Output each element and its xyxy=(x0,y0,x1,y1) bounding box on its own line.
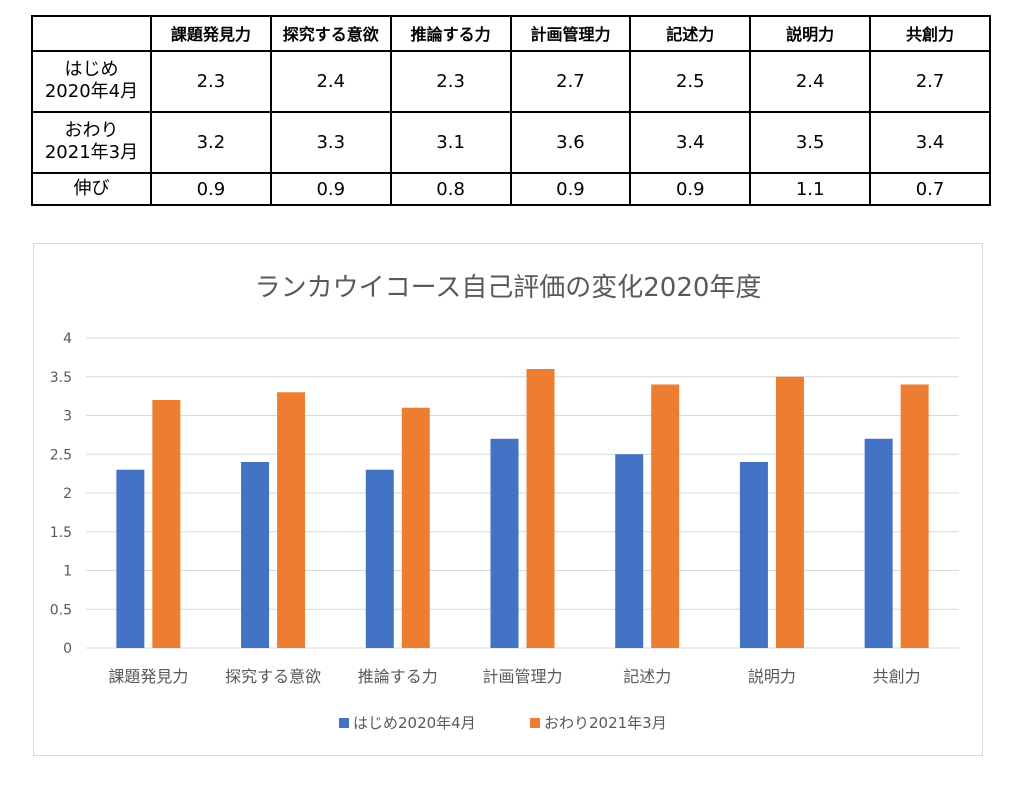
table-cell: 0.8 xyxy=(389,172,512,206)
table-row: おわり 2021年3月 3.2 3.3 3.1 3.6 3.4 3.5 3.4 xyxy=(31,110,991,175)
row-label-line: 2020年4月 xyxy=(44,81,139,103)
table-cell: 3.3 xyxy=(269,110,392,175)
table-cell: 2.7 xyxy=(509,49,632,113)
row-label: 伸び xyxy=(31,172,152,206)
table-header-cell: 推論する力 xyxy=(389,15,512,52)
bar-end xyxy=(900,384,929,648)
bars xyxy=(116,369,929,648)
table-header-cell xyxy=(31,15,152,52)
table-cell: 3.5 xyxy=(749,110,872,175)
row-label-line: 2021年3月 xyxy=(44,142,139,164)
table-cell: 2.4 xyxy=(269,49,392,113)
table-cell: 2.4 xyxy=(749,49,872,113)
table-cell: 2.3 xyxy=(150,49,272,113)
legend-swatch xyxy=(339,718,349,728)
table-cell: 2.7 xyxy=(869,49,991,113)
x-axis: 課題発見力 探究する意欲 推論する力 計画管理力 記述力 説明力 共創力 xyxy=(108,667,920,686)
y-tick-label: 1.5 xyxy=(50,525,72,541)
legend-label: おわり2021年3月 xyxy=(544,714,667,732)
x-category-label: 記述力 xyxy=(623,667,671,686)
table-cell: 3.2 xyxy=(150,110,272,175)
table-cell: 3.6 xyxy=(509,110,632,175)
table-header-cell: 課題発見力 xyxy=(150,15,272,52)
bar-end xyxy=(277,392,306,648)
bar-start xyxy=(615,454,644,648)
row-label-line: 伸び xyxy=(73,178,110,200)
table-cell: 3.1 xyxy=(389,110,512,175)
legend-label: はじめ2020年4月 xyxy=(353,714,476,732)
bar-start xyxy=(864,438,893,648)
chart-title: ランカウイコース自己評価の変化2020年度 xyxy=(255,273,762,303)
table-header-row: 課題発見力 探究する意欲 推論する力 計画管理力 記述力 説明力 共創力 xyxy=(31,15,991,52)
bar-start xyxy=(241,462,270,648)
table-cell: 2.5 xyxy=(629,49,752,113)
table-header-cell: 記述力 xyxy=(629,15,752,52)
table-cell: 3.4 xyxy=(629,110,752,175)
y-axis: 0 0.5 1 1.5 2 2.5 3 3.5 4 xyxy=(50,331,72,657)
y-tick-label: 3.5 xyxy=(50,370,72,386)
table-cell: 0.7 xyxy=(869,172,991,206)
y-tick-label: 2.5 xyxy=(50,447,72,463)
chart-canvas: ランカウイコース自己評価の変化2020年度 00.511.522.533.54 … xyxy=(50,273,959,732)
x-category-label: 説明力 xyxy=(748,667,796,686)
y-tick-label: 0.5 xyxy=(50,602,72,618)
table-cell: 0.9 xyxy=(269,172,392,206)
x-category-label: 課題発見力 xyxy=(108,667,188,686)
x-category-label: 共創力 xyxy=(873,667,921,686)
row-label: おわり 2021年3月 xyxy=(31,110,152,175)
score-table: 課題発見力 探究する意欲 推論する力 計画管理力 記述力 説明力 共創力 はじめ… xyxy=(31,15,991,206)
bar-start xyxy=(116,469,145,648)
bar-end xyxy=(401,407,430,648)
x-category-label: 探究する意欲 xyxy=(225,667,321,686)
table-cell: 2.3 xyxy=(389,49,512,113)
x-category-label: 推論する力 xyxy=(358,667,438,686)
table-cell: 0.9 xyxy=(629,172,752,206)
y-tick-label: 3 xyxy=(63,409,72,425)
bar-end xyxy=(651,384,680,648)
table-cell: 3.4 xyxy=(869,110,991,175)
table-header-cell: 共創力 xyxy=(869,15,991,52)
table-header-cell: 説明力 xyxy=(749,15,872,52)
table-row: 伸び 0.9 0.9 0.8 0.9 0.9 1.1 0.7 xyxy=(31,172,991,206)
y-tick-label: 2 xyxy=(63,486,72,502)
bar-end xyxy=(775,376,804,648)
row-label-line: はじめ xyxy=(64,59,119,81)
row-label: はじめ 2020年4月 xyxy=(31,49,152,113)
bar-end xyxy=(526,369,555,648)
bar-start xyxy=(365,469,394,648)
bar-end xyxy=(152,400,181,648)
legend-swatch xyxy=(530,718,540,728)
table-row: はじめ 2020年4月 2.3 2.4 2.3 2.7 2.5 2.4 2.7 xyxy=(31,49,991,113)
table-cell: 0.9 xyxy=(150,172,272,206)
gridlines xyxy=(86,337,959,649)
x-category-label: 計画管理力 xyxy=(482,667,562,686)
y-tick-label: 0 xyxy=(63,641,72,657)
table-header-cell: 探究する意欲 xyxy=(269,15,392,52)
table-cell: 1.1 xyxy=(749,172,872,206)
table-header-cell: 計画管理力 xyxy=(509,15,632,52)
bar-chart: ランカウイコース自己評価の変化2020年度 0 0.5 1 1.5 2 2.5 3 3.5 4 … xyxy=(33,243,983,756)
y-tick-label: 1 xyxy=(63,564,72,580)
row-label-line: おわり xyxy=(64,120,119,142)
y-tick-label: 4 xyxy=(63,331,72,347)
bar-start xyxy=(490,438,519,648)
table-cell: 0.9 xyxy=(509,172,632,206)
legend: はじめ2020年4月 おわり2021年3月 xyxy=(339,714,667,732)
bar-start xyxy=(739,462,768,648)
